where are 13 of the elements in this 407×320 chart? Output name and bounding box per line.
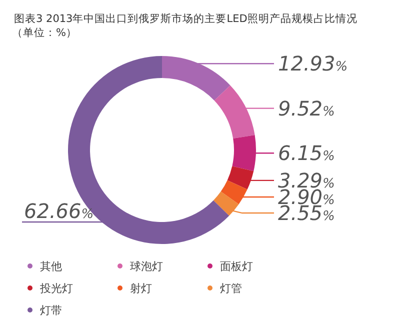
legend-label: 灯管 [220,282,242,295]
data-label: 9.52% [278,96,335,120]
data-label: 12.93% [278,52,348,76]
legend-label: 球泡灯 [130,260,163,273]
legend-label: 投光灯 [39,282,73,295]
data-label: 62.66% [24,199,94,223]
chart-title: 图表3 2013年中国出口到俄罗斯市场的主要LED照明产品规模占比情况 [14,12,358,25]
legend-label: 面板灯 [220,260,253,273]
legend-label: 射灯 [130,282,152,295]
chart-subtitle: （单位：%） [12,26,77,39]
legend-label: 其他 [40,260,62,273]
data-label: 6.15% [278,141,335,166]
legend-label: 灯带 [40,304,62,317]
